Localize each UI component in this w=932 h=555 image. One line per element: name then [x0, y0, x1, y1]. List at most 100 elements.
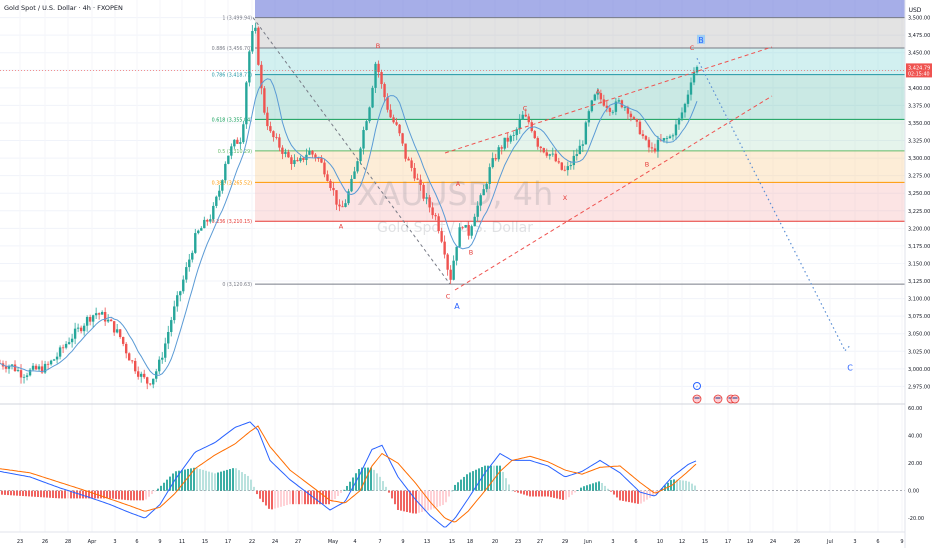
- candle-body: [686, 94, 690, 104]
- candle-body: [55, 356, 59, 360]
- macd-histogram-bar: [613, 490, 615, 495]
- macd-histogram-bar: [310, 490, 312, 505]
- macd-histogram-bar: [121, 490, 123, 500]
- wave-label: C: [523, 104, 528, 112]
- macd-histogram-bar: [457, 482, 459, 491]
- macd-histogram-bar: [415, 490, 417, 514]
- time-tick-label: 24: [272, 539, 278, 545]
- candle-body: [106, 319, 110, 322]
- macd-histogram-bar: [190, 468, 192, 491]
- candle-body: [596, 93, 600, 95]
- price-tick-label: 3,150.00: [908, 261, 930, 267]
- candle-body: [626, 107, 630, 114]
- candle-body: [464, 225, 467, 228]
- candle-body: [527, 116, 530, 123]
- candle-body: [638, 121, 642, 135]
- macd-histogram-bar: [184, 469, 186, 491]
- macd-histogram-bar: [487, 465, 489, 491]
- candle-body: [521, 114, 524, 120]
- candle-body: [515, 129, 518, 136]
- candle-body: [97, 313, 101, 315]
- macd-histogram-bar: [367, 467, 369, 491]
- candle-body: [254, 27, 257, 32]
- signal-line: [0, 425, 697, 523]
- macd-histogram-bar: [463, 476, 465, 491]
- macd-histogram-bar: [439, 490, 441, 507]
- candle-body: [143, 373, 146, 378]
- candle-body: [455, 246, 458, 261]
- candle-body: [506, 137, 509, 142]
- macd-histogram-bar: [157, 488, 159, 491]
- time-tick-label: Jul: [826, 539, 833, 545]
- candle-body: [227, 155, 230, 164]
- candle-body: [239, 142, 242, 144]
- macd-histogram-bar: [580, 487, 582, 491]
- candle-body: [112, 321, 116, 333]
- candle-body: [16, 370, 20, 372]
- macd-histogram-bar: [484, 465, 486, 491]
- candle-body: [115, 329, 119, 333]
- wave-label: A: [596, 87, 601, 95]
- macd-tick-label: -20.00: [908, 516, 924, 522]
- macd-histogram-bar: [37, 490, 39, 498]
- candle-body: [28, 369, 32, 376]
- candle-body: [572, 155, 576, 166]
- candle-body: [130, 360, 134, 362]
- candle-body: [34, 365, 38, 370]
- candle-body: [650, 147, 654, 149]
- flag-stripe: [694, 397, 700, 399]
- candle-body: [413, 167, 416, 179]
- candle-body: [161, 357, 164, 360]
- candle-body: [632, 117, 636, 120]
- macd-histogram-bar: [19, 490, 21, 496]
- macd-histogram-bar: [319, 490, 321, 505]
- macd-histogram-bar: [406, 490, 408, 513]
- time-tick-label: 6: [634, 539, 637, 545]
- macd-histogram-bar: [85, 490, 87, 499]
- macd-histogram-bar: [166, 479, 168, 491]
- candle-body: [392, 117, 395, 123]
- wave-label: A: [339, 222, 344, 230]
- macd-histogram-bar: [106, 490, 108, 499]
- time-tick-label: 9: [401, 539, 404, 545]
- macd-histogram-bar: [334, 490, 336, 500]
- macd-histogram-bar: [301, 490, 303, 505]
- fib-zone: [255, 150, 905, 183]
- macd-histogram-bar: [493, 465, 495, 491]
- macd-histogram-bar: [220, 471, 222, 491]
- macd-histogram-bar: [61, 490, 63, 499]
- time-tick-label: 15: [202, 539, 208, 545]
- candle-body: [275, 137, 278, 138]
- macd-histogram-bar: [307, 490, 309, 505]
- time-tick-label: 9: [158, 539, 161, 545]
- price-tick-label: 3,000.00: [908, 367, 930, 373]
- candle-body: [61, 347, 65, 349]
- time-tick-label: 29: [562, 539, 568, 545]
- candle-body: [31, 365, 35, 370]
- candle-body: [233, 139, 236, 147]
- wave-label: B: [645, 161, 649, 169]
- macd-histogram-bar: [40, 490, 42, 498]
- macd-histogram-bar: [676, 479, 678, 491]
- macd-histogram-bar: [145, 490, 147, 500]
- macd-histogram-bar: [214, 473, 216, 491]
- candle-body: [335, 190, 338, 205]
- macd-histogram-bar: [376, 473, 378, 491]
- candle-body: [470, 226, 473, 236]
- candle-body: [49, 360, 53, 365]
- price-tick-label: 3,500.00: [908, 16, 930, 22]
- candle-body: [251, 31, 254, 52]
- macd-histogram-bar: [232, 468, 234, 491]
- candle-body: [124, 343, 128, 354]
- macd-histogram-bar: [688, 481, 690, 491]
- candle-body: [185, 267, 188, 280]
- candle-body: [674, 124, 678, 136]
- macd-histogram-bar: [451, 490, 453, 492]
- candle-body: [73, 328, 77, 339]
- candle-body: [452, 260, 455, 280]
- macd-histogram-bar: [508, 484, 510, 491]
- macd-histogram-bar: [13, 490, 15, 496]
- time-tick-label: 19: [747, 539, 753, 545]
